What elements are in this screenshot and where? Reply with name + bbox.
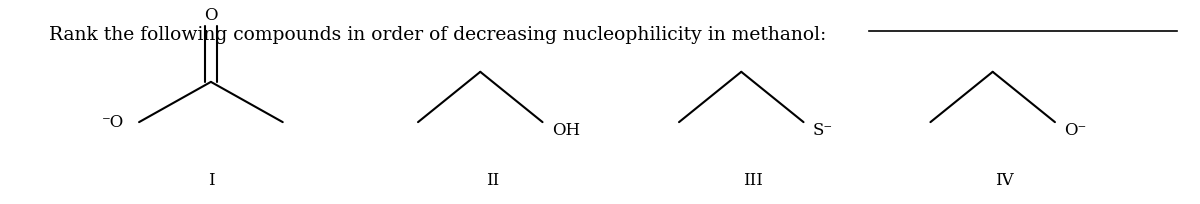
Text: Rank the following compounds in order of decreasing nucleophilicity in methanol:: Rank the following compounds in order of… (49, 26, 827, 43)
Text: O: O (204, 7, 217, 24)
Text: III: III (743, 172, 763, 188)
Text: IV: IV (995, 172, 1014, 188)
Text: S⁻: S⁻ (814, 122, 833, 139)
Text: OH: OH (552, 122, 581, 139)
Text: ⁻O: ⁻O (102, 114, 124, 131)
Text: O⁻: O⁻ (1064, 122, 1087, 139)
Text: I: I (208, 172, 215, 188)
Text: II: II (486, 172, 499, 188)
